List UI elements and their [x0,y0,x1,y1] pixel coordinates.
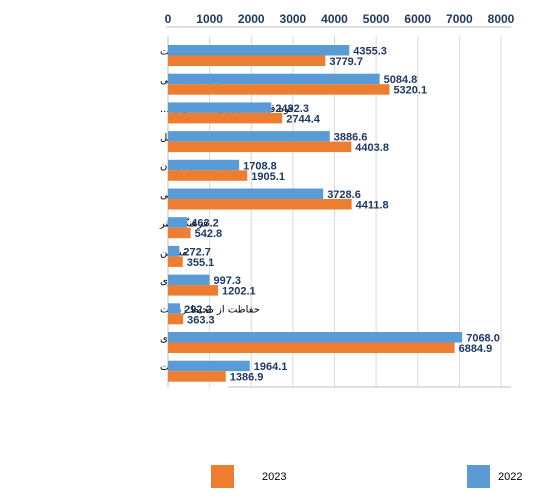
bars [168,45,463,382]
data-label-2023: 1386.9 [230,372,264,384]
legend-label-2022: 2022 [498,471,522,483]
bar-2022 [168,131,330,142]
legend: 2023 2022 [211,465,522,488]
data-label-2023: 2744.4 [286,113,321,125]
bar-2022 [168,360,250,372]
legend-swatch-2023 [211,465,234,488]
bar-2022 [168,159,240,171]
bar-2022 [168,102,272,113]
x-tick-label: 2000 [238,12,265,26]
bar-2022 [168,45,350,56]
bar-2023 [168,285,219,296]
data-label-2023: 1905.1 [251,171,285,183]
bar-2023 [168,371,226,382]
data-label-2022: 3728.6 [327,189,361,201]
x-tick-label: 7000 [446,12,473,26]
data-label-2022: 1964.1 [254,361,288,373]
bar-2023 [168,199,352,210]
data-label-2022: 1708.8 [243,160,277,172]
x-tick-label: 5000 [363,12,390,26]
data-label-2023: 363.3 [187,314,215,326]
x-tick-label: 3000 [280,12,307,26]
data-label-2023: 6884.9 [459,343,493,355]
data-label-2022: 997.3 [214,275,242,287]
data-label-2023: 5320.1 [393,85,427,97]
x-tick-label: 1000 [196,12,223,26]
bar-2022 [168,274,210,286]
data-label-2023: 542.8 [195,228,223,240]
data-label-2023: 4411.8 [356,200,389,212]
bar-2023 [168,112,283,124]
data-label-2022: 7068.0 [466,333,500,345]
bar-2022 [168,332,463,343]
data-label-2022: 2482.3 [275,103,309,115]
bar-2023 [168,313,184,325]
bar-2023 [168,84,390,95]
data-label-2022: 3886.6 [334,132,368,144]
data-label-2022: 463.2 [191,218,219,230]
x-tick-label: 4000 [321,12,348,26]
bar-2023 [168,170,248,181]
bar-2022 [168,217,188,228]
bar-2023 [168,141,352,153]
x-tick-label: 0 [165,12,172,26]
data-label-2022: 4355.3 [353,46,387,58]
data-label-2023: 1202.1 [222,286,256,298]
bar-2022 [168,303,181,314]
bar-2023 [168,342,455,353]
data-label-2022: 5084.8 [384,74,418,86]
data-label-2023: 3779.7 [329,56,363,68]
data-label-2022: 292.2 [184,304,212,316]
bar-2022 [168,245,180,257]
x-tick-label: 6000 [404,12,431,26]
data-label-2023: 4403.8 [355,142,389,154]
bar-2023 [168,256,183,267]
bar-2023 [168,55,326,66]
category-label: حفاظت از محیط زیست [160,305,260,316]
bar-2022 [168,73,380,85]
bar-2023 [168,227,191,239]
x-tick-label: 8000 [488,12,515,26]
data-label-2023: 355.1 [187,257,215,269]
legend-label-2023: 2023 [262,471,286,483]
bar-2022 [168,188,324,199]
data-label-2022: 272.7 [183,246,211,258]
legend-swatch-2022 [467,465,490,488]
